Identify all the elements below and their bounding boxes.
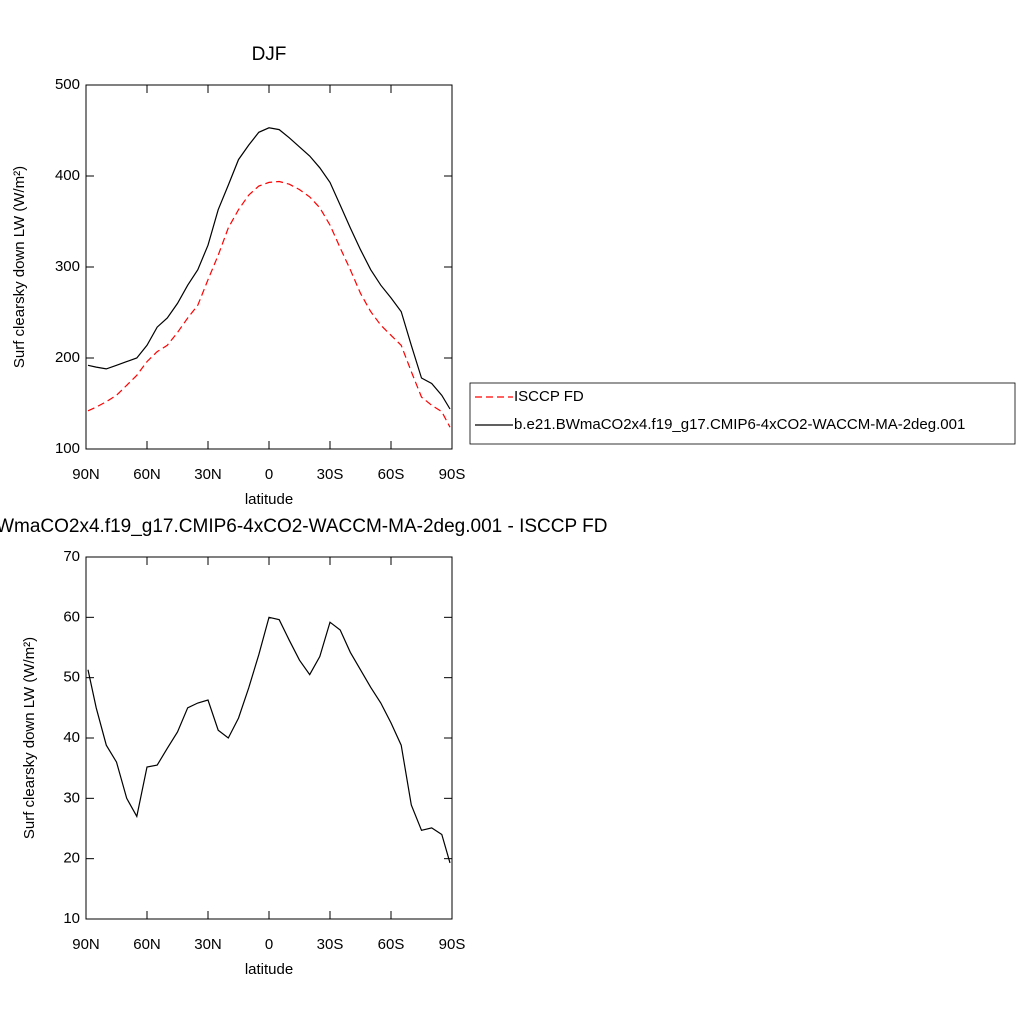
y-tick-label: 30 <box>63 789 80 806</box>
x-tick-label: 60N <box>133 466 161 483</box>
y-tick-label: 100 <box>55 440 80 457</box>
x-tick-label: 30N <box>194 936 222 953</box>
y-tick-label: 200 <box>55 349 80 366</box>
y-tick-label: 40 <box>63 729 80 746</box>
chart-title: DJF <box>252 44 287 65</box>
legend-box <box>469 382 1016 445</box>
x-tick-label: 0 <box>265 466 273 483</box>
x-tick-label: 30N <box>194 466 222 483</box>
x-tick-label: 90S <box>439 466 466 483</box>
x-axis-label: latitude <box>245 961 293 978</box>
y-axis-label: Surf clearsky down LW (W/m²) <box>11 166 28 368</box>
x-tick-label: 30S <box>317 466 344 483</box>
chart-title: b.e21.BWmaCO2x4.f19_g17.CMIP6-4xCO2-WACC… <box>0 516 607 537</box>
x-tick-label: 60S <box>378 466 405 483</box>
data-line <box>87 180 451 428</box>
data-line <box>87 616 451 864</box>
y-tick-label: 10 <box>63 910 80 927</box>
y-tick-label: 300 <box>55 258 80 275</box>
x-tick-label: 60S <box>378 936 405 953</box>
y-tick-label: 60 <box>63 608 80 625</box>
plot-frame <box>85 556 453 920</box>
legend-label: ISCCP FD <box>514 388 584 405</box>
x-tick-label: 30S <box>317 936 344 953</box>
y-tick-label: 400 <box>55 167 80 184</box>
y-tick-label: 70 <box>63 548 80 565</box>
x-tick-label: 90N <box>72 936 100 953</box>
y-tick-label: 20 <box>63 850 80 867</box>
x-axis-label: latitude <box>245 491 293 508</box>
y-tick-label: 50 <box>63 669 80 686</box>
y-tick-label: 500 <box>55 76 80 93</box>
x-tick-label: 60N <box>133 936 161 953</box>
x-tick-label: 90N <box>72 466 100 483</box>
x-tick-label: 0 <box>265 936 273 953</box>
plot-frame <box>85 84 453 450</box>
data-line <box>87 127 451 410</box>
x-tick-label: 90S <box>439 936 466 953</box>
y-axis-label: Surf clearsky down LW (W/m²) <box>21 637 38 839</box>
legend-label: b.e21.BWmaCO2x4.f19_g17.CMIP6-4xCO2-WACC… <box>514 416 965 433</box>
